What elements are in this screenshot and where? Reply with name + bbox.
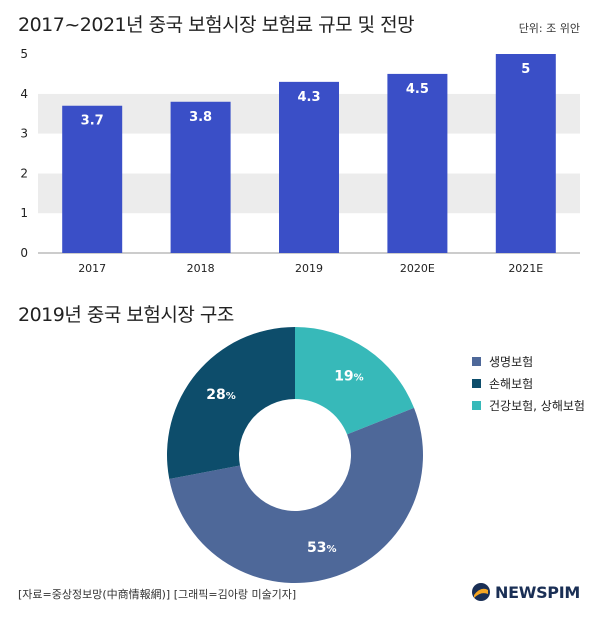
x-tick-label: 2021E [508,262,543,275]
x-tick-label: 2020E [400,262,435,275]
newspim-logo-icon [472,583,490,601]
y-tick-label: 3 [20,127,28,141]
legend-swatch [472,400,481,410]
bar-value-label: 4.5 [406,82,429,97]
y-tick-label: 5 [20,47,28,61]
y-tick-label: 0 [20,246,28,260]
legend-item: 생명보험 [472,350,585,372]
y-tick-label: 1 [20,206,28,220]
legend-item: 건강보험, 상해보험 [472,394,585,416]
legend-swatch [472,356,481,366]
bar-chart-title: 2017~2021년 중국 보험시장 보험료 규모 및 전망 [18,14,415,36]
pie-chart-title: 2019년 중국 보험시장 구조 [18,304,234,326]
legend-swatch [472,378,481,388]
x-tick-label: 2019 [295,262,323,275]
x-tick-label: 2018 [187,262,215,275]
donut-chart: 19% 53% 28% [167,327,423,583]
bar [170,101,231,253]
legend-label: 건강보험, 상해보험 [489,398,585,413]
bar [387,73,448,254]
slice-label: 28% [206,387,236,403]
legend-item: 손해보험 [472,372,585,394]
legend-label: 생명보험 [489,354,534,369]
source-caption: [자료=중상정보망(中商情報網)] [그래픽=김아랑 미술기자] [18,588,297,601]
logo-text: NEWSPIM [495,582,580,602]
bar-value-label: 5 [521,62,530,77]
donut-slice [167,327,295,479]
donut-slice [295,327,415,435]
bar-chart: 0 1 2 3 4 5 3.7 2017 3.8 2018 4.3 2019 4.5 2020E 5 2021… [20,47,580,275]
bar-value-label: 3.8 [189,110,212,125]
slice-label: 19% [334,369,364,385]
bar [495,54,556,253]
bar-value-label: 4.3 [297,90,320,105]
bar-value-label: 3.7 [81,114,104,129]
newspim-logo: NEWSPIM [471,582,580,602]
bar [279,81,339,253]
donut-slice [169,407,423,583]
bar [62,105,123,254]
slice-label: 53% [307,540,337,556]
y-tick-label: 4 [20,87,28,101]
x-tick-label: 2017 [78,262,106,275]
legend-label: 손해보험 [489,376,534,391]
unit-label: 단위: 조 위안 [518,22,580,35]
y-tick-label: 2 [20,166,28,180]
